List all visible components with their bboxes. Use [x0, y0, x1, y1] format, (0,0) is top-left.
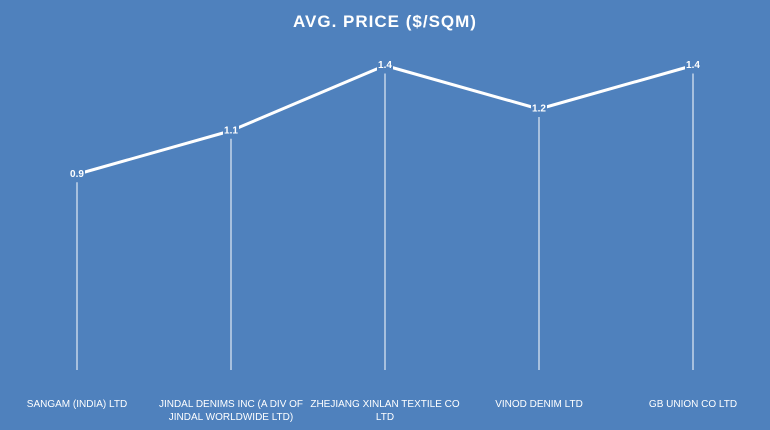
data-label: 1.4	[686, 60, 700, 71]
category-label: VINOD DENIM LTD	[495, 399, 583, 410]
data-label: 1.2	[532, 104, 546, 115]
category-label: ZHEJIANG XINLAN TEXTILE CO LTD	[310, 399, 460, 423]
category-label-line: ZHEJIANG XINLAN TEXTILE CO	[310, 399, 460, 410]
data-labels: 0.9 1.1 1.4 1.2 1.4	[69, 58, 701, 180]
data-label-background	[69, 167, 85, 180]
category-label-line: LTD	[376, 412, 394, 423]
category-label-line: GB UNION CO LTD	[649, 399, 737, 410]
data-label-background	[377, 58, 393, 71]
data-label-background	[531, 102, 547, 114]
category-label-line: VINOD DENIM LTD	[495, 399, 583, 410]
category-label: SANGAM (INDIA) LTD	[27, 399, 127, 410]
category-label-line: SANGAM (INDIA) LTD	[27, 399, 127, 410]
chart-title: AVG. PRICE ($/SQM)	[293, 12, 477, 31]
data-label: 1.1	[224, 125, 238, 136]
data-label: 1.4	[378, 60, 392, 71]
category-label: GB UNION CO LTD	[649, 399, 737, 410]
drop-lines	[76, 73, 694, 370]
category-label-line: JINDAL DENIMS INC (A DIV OF	[159, 399, 303, 410]
category-labels: SANGAM (INDIA) LTD JINDAL DENIMS INC (A D…	[27, 399, 737, 423]
data-label-background	[685, 58, 701, 71]
category-label-line: JINDAL WORLDWIDE LTD)	[169, 412, 293, 423]
category-label: JINDAL DENIMS INC (A DIV OF JINDAL WORLDW…	[159, 399, 303, 423]
data-label: 0.9	[70, 169, 84, 180]
data-label-background	[223, 123, 239, 136]
